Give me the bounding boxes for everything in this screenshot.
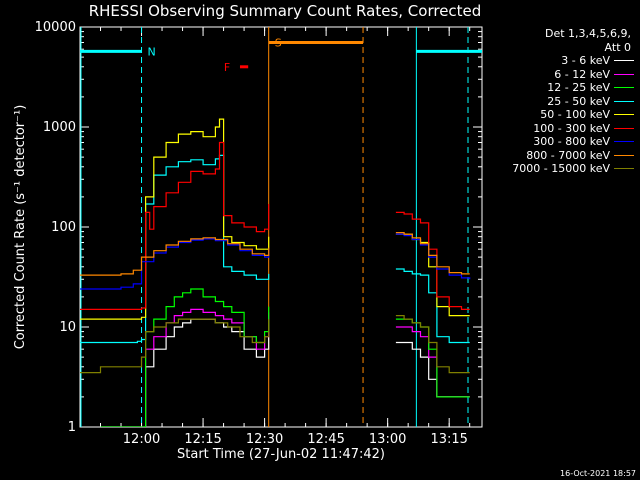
y-tick-label: 1 xyxy=(68,420,76,435)
chart-title: RHESSI Observing Summary Count Rates, Co… xyxy=(88,2,482,20)
legend-swatch xyxy=(614,87,634,89)
legend-swatch xyxy=(614,141,634,143)
annotation-f: F xyxy=(224,61,230,74)
legend-swatch xyxy=(614,127,634,129)
series-line-5 xyxy=(80,141,470,310)
y-tick-label: 10000 xyxy=(35,20,76,35)
legend-label: 300 - 800 keV xyxy=(533,135,610,148)
x-tick-label: 12:45 xyxy=(307,432,344,447)
series-line-4 xyxy=(80,118,470,320)
annotation-s: S xyxy=(275,36,282,49)
legend-swatch xyxy=(614,154,634,156)
x-tick-label: 12:15 xyxy=(184,432,221,447)
y-tick-label: 100 xyxy=(51,220,76,235)
legend: Det 1,3,4,5,6,9, Att 0 3 - 6 keV 6 - 12 k… xyxy=(484,27,634,176)
x-tick-label: 13:00 xyxy=(369,432,406,447)
y-tick-label: 10 xyxy=(59,320,76,335)
y-tick-label: 1000 xyxy=(43,120,76,135)
legend-header-detectors: Det 1,3,4,5,6,9, xyxy=(544,27,631,40)
series-line-8 xyxy=(80,315,470,374)
legend-item: 800 - 7000 keV xyxy=(484,149,634,163)
legend-item: 50 - 100 keV xyxy=(484,108,634,122)
x-tick-label: 13:15 xyxy=(430,432,467,447)
series-line-3 xyxy=(80,154,470,344)
legend-item: 300 - 800 keV xyxy=(484,135,634,149)
legend-item: 3 - 6 keV xyxy=(484,54,634,68)
legend-item: 100 - 300 keV xyxy=(484,122,634,136)
series-line-7 xyxy=(80,232,470,276)
legend-swatch xyxy=(614,73,634,75)
x-tick-label: 12:00 xyxy=(123,432,160,447)
legend-label: 50 - 100 keV xyxy=(540,108,610,121)
legend-swatch xyxy=(614,114,634,116)
legend-item: 7000 - 15000 keV xyxy=(484,162,634,176)
legend-swatch xyxy=(614,168,634,170)
legend-item: 6 - 12 keV xyxy=(484,68,634,82)
legend-item: 25 - 50 keV xyxy=(484,95,634,109)
series-line-6 xyxy=(80,233,471,290)
legend-label: 25 - 50 keV xyxy=(547,94,610,108)
series-line-2 xyxy=(100,288,470,427)
legend-label: 100 - 300 keV xyxy=(533,121,610,135)
x-axis-label: Start Time (27-Jun-02 11:47:42) xyxy=(177,447,385,462)
y-axis-label: Corrected Count Rate (s⁻¹ detector⁻¹) xyxy=(13,105,28,350)
legend-label: 3 - 6 keV xyxy=(561,54,610,67)
legend-swatch xyxy=(614,60,634,62)
annotation-n: N xyxy=(148,45,156,58)
footer-timestamp: 16-Oct-2021 18:57 xyxy=(560,469,636,478)
legend-label: 6 - 12 keV xyxy=(554,67,610,81)
legend-label: 800 - 7000 keV xyxy=(526,148,610,162)
legend-label: 12 - 25 keV xyxy=(547,81,610,94)
legend-header-attenuator: Att 0 xyxy=(604,40,631,54)
series-line-0 xyxy=(100,318,470,427)
legend-item: 12 - 25 keV xyxy=(484,81,634,95)
legend-swatch xyxy=(614,100,634,102)
x-tick-label: 12:30 xyxy=(246,432,283,447)
legend-label: 7000 - 15000 keV xyxy=(512,162,610,175)
